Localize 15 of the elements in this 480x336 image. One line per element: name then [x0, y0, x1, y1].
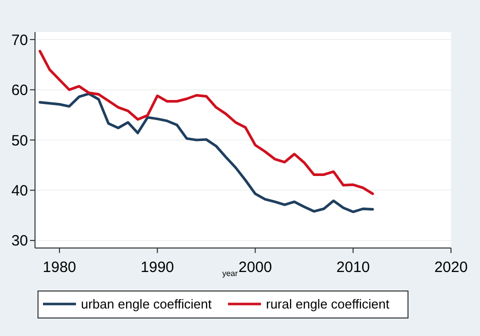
y-tick-label: 40: [11, 182, 28, 200]
y-tick-label: 60: [11, 82, 28, 100]
y-tick-label: 30: [11, 232, 28, 250]
y-tick-label: 70: [11, 32, 28, 49]
legend-label: rural engle coefficient: [266, 296, 390, 312]
line-series: [38, 50, 374, 196]
line-series: [38, 92, 374, 214]
x-tick-label: 2010: [336, 259, 370, 276]
x-tick-label: 2020: [434, 259, 468, 276]
x-axis-title: year: [222, 269, 238, 278]
x-tick-label: 1990: [140, 259, 174, 276]
x-tick-label: 2000: [238, 259, 272, 276]
legend-label: urban engle coefficient: [81, 296, 212, 312]
x-tick-label: 1980: [42, 259, 76, 276]
y-tick-label: 50: [11, 132, 28, 150]
